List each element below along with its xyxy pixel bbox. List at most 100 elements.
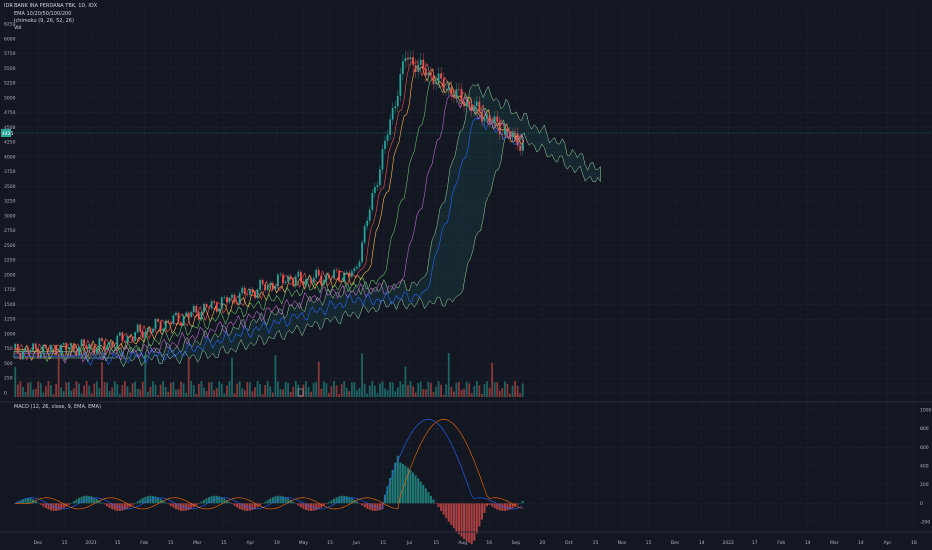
volume-bar [358,388,361,397]
candle-body [113,347,116,348]
macd-histogram-bar [202,499,205,504]
candle-body [460,89,463,102]
candle-body [254,292,256,298]
replay-marker-icon[interactable] [297,388,304,397]
macd-histogram-bar [141,498,144,504]
macd-histogram-bar [491,503,494,507]
macd-histogram-bar [514,503,517,507]
candle-body [519,145,522,151]
volume-bar [363,383,366,397]
volume-bar [307,387,310,397]
candle-body [73,343,75,351]
volume-bar [129,392,131,397]
macd-histogram-bar [180,503,183,511]
candle-body [185,312,188,316]
candle-body [279,274,282,275]
volume-bar [394,391,397,397]
candle-body [473,106,476,111]
macd-tick-label: 600 [920,445,929,451]
volume-bar [514,381,516,397]
candle-body [284,281,287,284]
candle-body [401,61,404,75]
candle-body [80,339,83,347]
candle-body [157,319,159,322]
candle-body [483,117,486,122]
volume-bar [452,391,455,397]
candle-body [452,94,455,98]
candle-body [503,128,506,135]
macd-histogram-bar [317,503,320,510]
candle-body [501,134,504,136]
indicator-vol[interactable]: Vol [14,25,22,31]
volume-bar [111,387,114,397]
volume-bar [315,381,318,397]
volume-bar [238,381,241,397]
candle-body [384,140,386,150]
candle-body [491,121,494,123]
volume-bar [417,383,420,397]
macd-histogram-bar [498,503,501,511]
macd-histogram-bar [381,503,384,510]
price-axis[interactable]: 6250600057505500525050004750450042504000… [4,22,16,397]
candle-body [180,322,182,325]
time-tick-label: Oct [565,540,573,546]
candle-body [126,335,129,343]
candle-body [445,89,448,91]
volume-bar [131,383,134,397]
macd-histogram-bar [363,503,366,508]
macd-histogram-bar [406,467,409,504]
candle-body [287,276,290,282]
price-tick-label: 3500 [4,184,16,190]
time-axis[interactable]: Dec 15 2021 15 Feb 15 Mar 15 Apr 19 May 15 Jun 15 Jul 1… [34,540,917,546]
volume-bar [440,384,443,397]
volume-bar [430,382,432,397]
volume-bar [389,381,392,397]
volume-bar [322,381,325,397]
volume-bar [478,385,481,397]
macd-histogram-bar [95,498,98,504]
price-tick-label: 5750 [4,51,16,57]
macd-histogram-bar [37,502,40,504]
macd-histogram-bar [90,496,93,504]
candle-body [223,297,226,298]
candle-body [396,95,399,107]
candle-body [437,73,440,82]
volume-bar [399,381,402,397]
macd-histogram-bar [75,499,78,504]
macd-histogram-bar [24,498,27,504]
candle-body [149,328,152,333]
candle-body [325,274,328,281]
indicator-ema[interactable]: EMA 10/20/50/100/200 [14,11,72,17]
volume-bar [447,353,450,397]
candle-body [335,269,338,271]
candle-body [39,353,42,359]
candle-body [67,347,70,350]
macd-axis[interactable]: 1000 800 600 400 200 0 -200 [920,408,932,526]
macd-histogram-bar [190,503,193,509]
candle-body [243,287,246,295]
macd-histogram-bar [292,501,295,504]
volume-bar [108,391,111,397]
macd-histogram-bar [371,503,374,511]
macd-histogram-bar [455,503,458,532]
indicator-macd[interactable]: MACD (12, 26, close, 9, EMA, EMA) [14,404,101,410]
candle-body [424,68,427,76]
macd-histogram-bar [470,503,473,545]
macd-histogram-bar [297,503,300,506]
volume-bar [164,386,167,397]
macd-histogram-bar [16,501,19,504]
indicator-ichimoku[interactable]: Ichimoku (9, 26, 52, 26) [14,18,74,24]
candle-body [338,270,341,282]
volume-bar [16,384,19,397]
macd-histogram-bar [501,503,504,511]
candle-body [447,87,450,90]
volume-bar [149,386,152,397]
volume-bar [152,381,154,397]
macd-histogram-bar [386,486,389,504]
time-tick-label: Jun [352,540,360,546]
symbol-title[interactable]: BANK INA PERDANA TBK, 1D, IDX [14,3,98,9]
volume-bar [50,385,52,397]
candle-body [468,101,471,105]
time-tick-label: 16 [486,540,492,546]
